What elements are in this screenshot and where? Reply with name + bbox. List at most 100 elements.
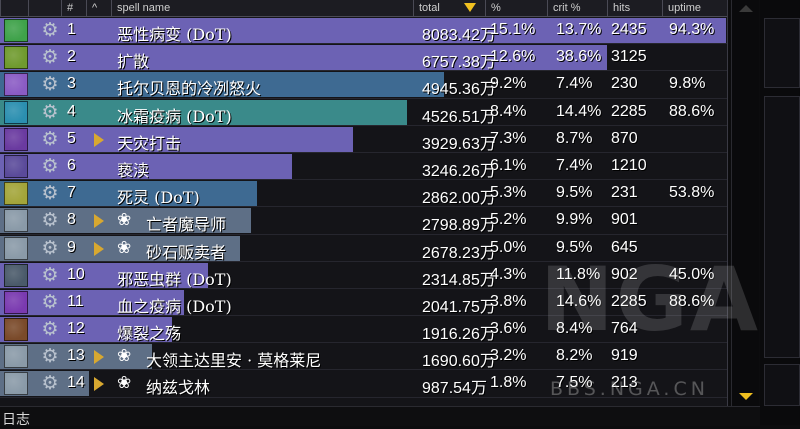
table-row[interactable]: ⚙ 14 ❀ 纳兹戈林 987.54万 1.8% 7.5% 213 — [0, 370, 727, 398]
scrollbar[interactable] — [731, 0, 759, 406]
uptime-value: 53.8% — [669, 184, 715, 202]
table-row[interactable]: ⚙ 6 亵渎 3246.26万 6.1% 7.4% 1210 — [0, 153, 727, 181]
crit-value: 14.6% — [556, 292, 602, 310]
spell-name: 纳兹戈林 — [146, 378, 211, 398]
target-gear-icon[interactable]: ⚙ — [41, 47, 59, 69]
target-gear-icon[interactable]: ⚙ — [41, 74, 59, 96]
target-gear-icon[interactable]: ⚙ — [41, 210, 59, 232]
hits-value: 1210 — [611, 156, 647, 174]
table-row[interactable]: ⚙ 13 ❀ 大领主达里安 · 莫格莱尼 1690.60万 3.2% 8.2% 919 — [0, 343, 727, 371]
column-header-uptime[interactable]: uptime — [662, 0, 727, 16]
icon-column-header — [0, 0, 28, 16]
damage-bar — [0, 235, 240, 261]
target-gear-icon[interactable]: ⚙ — [41, 183, 59, 205]
hits-value: 213 — [611, 374, 638, 392]
side-panel — [760, 0, 800, 425]
spell-name: 恶性病变 (DoT) — [117, 25, 232, 44]
column-header-caret[interactable]: ^ — [86, 0, 111, 16]
table-row[interactable]: ⚙ 5 天灾打击 3929.63万 7.3% 8.7% 870 — [0, 126, 727, 153]
table-row[interactable]: ⚙ 7 死灵 (DoT) 2862.00万 5.3% 9.5% 231 53.8% — [0, 180, 727, 208]
target-gear-icon[interactable]: ⚙ — [41, 346, 59, 368]
target-gear-icon[interactable]: ⚙ — [41, 20, 59, 41]
column-header-spell-name[interactable]: spell name — [111, 0, 413, 16]
bottom-bar: 日志 — [0, 406, 760, 428]
percent-value: 3.6% — [490, 320, 527, 338]
total-value: 2314.85万 — [422, 271, 496, 289]
total-value: 3929.63万 — [422, 135, 496, 153]
percent-value: 7.3% — [490, 129, 527, 147]
spell-name: 死灵 (DoT) — [117, 188, 200, 208]
percent-value: 6.1% — [490, 156, 527, 174]
target-gear-icon[interactable]: ⚙ — [41, 319, 59, 341]
column-header-crit[interactable]: crit % — [547, 0, 607, 16]
expand-arrow-icon[interactable] — [94, 377, 104, 392]
expand-arrow-icon[interactable] — [94, 241, 104, 256]
row-number: 10 — [67, 265, 85, 283]
uptime-value: 9.8% — [669, 75, 706, 93]
table-row[interactable]: ⚙ 3 托尔贝恩的冷冽怒火 4945.36万 9.2% 7.4% 230 9.8% — [0, 71, 727, 99]
spell-name: 冰霜疫病 (DoT) — [117, 106, 232, 126]
target-gear-icon[interactable]: ⚙ — [41, 291, 59, 313]
hits-value: 2285 — [611, 292, 647, 310]
pet-portrait-icon — [4, 345, 28, 369]
row-number: 3 — [67, 75, 76, 93]
column-header-hits[interactable]: hits — [607, 0, 662, 16]
hits-value: 764 — [611, 320, 638, 338]
target-gear-icon[interactable]: ⚙ — [41, 264, 59, 286]
crit-value: 14.4% — [556, 102, 602, 120]
scroll-up-icon[interactable] — [739, 5, 753, 12]
table-row[interactable]: ⚙ 12 爆裂之殇 1916.26万 3.6% 8.4% 764 — [0, 316, 727, 344]
spell-icon — [4, 290, 28, 314]
paw-icon: ❀ — [117, 237, 132, 257]
scroll-down-icon[interactable] — [739, 393, 753, 400]
target-gear-icon[interactable]: ⚙ — [41, 128, 59, 150]
percent-value: 12.6% — [490, 48, 536, 66]
spell-name: 砂石贩卖者 — [146, 242, 227, 262]
spell-icon — [4, 46, 28, 70]
percent-value: 3.8% — [490, 292, 527, 310]
crit-value: 38.6% — [556, 48, 602, 66]
target-gear-icon[interactable]: ⚙ — [41, 237, 59, 259]
target-gear-icon[interactable]: ⚙ — [41, 155, 59, 177]
column-header-num[interactable]: # — [61, 0, 86, 16]
hits-value: 870 — [611, 129, 638, 147]
row-number: 1 — [67, 21, 76, 38]
spell-icon — [4, 318, 28, 342]
table-row[interactable]: ⚙ 2 扩散 6757.38万 12.6% 38.6% 3125 — [0, 44, 727, 72]
table-row[interactable]: ⚙ 9 ❀ 砂石贩卖者 2678.23万 5.0% 9.5% 645 — [0, 235, 727, 262]
paw-icon: ❀ — [117, 210, 132, 230]
hits-value: 919 — [611, 347, 638, 365]
damage-bar — [0, 99, 407, 125]
table-row[interactable]: ⚙ 8 ❀ 亡者魔导师 2798.89万 5.2% 9.9% 901 — [0, 207, 727, 235]
expand-arrow-icon[interactable] — [94, 350, 104, 365]
table-row[interactable]: ⚙ 10 邪恶虫群 (DoT) 2314.85万 4.3% 11.8% 902 45.0% — [0, 262, 727, 289]
spell-name: 扩散 — [117, 52, 150, 72]
column-header-total[interactable]: total — [413, 0, 485, 16]
crit-value: 9.5% — [556, 184, 593, 202]
damage-bar — [0, 126, 353, 152]
table-header: # ^ spell name total % crit % hits uptim… — [0, 0, 727, 17]
percent-value: 5.0% — [490, 238, 527, 256]
percent-value: 8.4% — [490, 102, 527, 120]
row-number: 13 — [67, 347, 85, 365]
target-gear-icon[interactable]: ⚙ — [41, 373, 59, 395]
spell-icon — [4, 73, 28, 97]
column-header-pct[interactable]: % — [485, 0, 547, 16]
hits-value: 3125 — [611, 48, 647, 66]
percent-value: 3.2% — [490, 347, 527, 365]
total-value: 1916.26万 — [422, 326, 496, 344]
table-row[interactable]: ⚙ 11 血之疫病 (DoT) 2041.75万 3.8% 14.6% 2285 88.6% — [0, 289, 727, 317]
side-panel-box — [764, 364, 800, 406]
expand-arrow-icon[interactable] — [94, 214, 104, 229]
table-row[interactable]: ⚙ 1 恶性病变 (DoT) 8083.42万 15.1% 13.7% 2435 94.3% — [0, 17, 727, 45]
damage-bar — [0, 289, 184, 315]
spell-table-body: ⚙ 1 恶性病变 (DoT) 8083.42万 15.1% 13.7% 2435 94.3% ⚙… — [0, 17, 727, 398]
hits-value: 230 — [611, 75, 638, 93]
side-panel-box — [764, 18, 800, 88]
target-gear-icon[interactable]: ⚙ — [41, 101, 59, 123]
table-row[interactable]: ⚙ 4 冰霜疫病 (DoT) 4526.51万 8.4% 14.4% 2285 88.6% — [0, 99, 727, 126]
row-number: 6 — [67, 156, 76, 174]
total-value: 8083.42万 — [422, 27, 496, 44]
crit-value: 9.5% — [556, 238, 593, 256]
expand-arrow-icon[interactable] — [94, 132, 104, 147]
